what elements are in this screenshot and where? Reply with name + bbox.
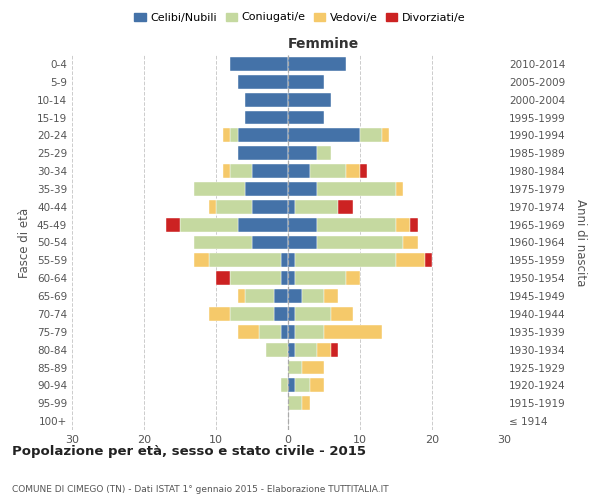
Bar: [209, 254, 281, 268]
Bar: [230, 57, 288, 71]
Bar: [295, 325, 324, 339]
Bar: [288, 57, 346, 71]
Bar: [245, 182, 288, 196]
Y-axis label: Anni di nascita: Anni di nascita: [574, 199, 587, 286]
Bar: [324, 289, 338, 303]
Bar: [396, 254, 425, 268]
Bar: [288, 236, 317, 250]
Bar: [302, 289, 324, 303]
Bar: [238, 289, 245, 303]
Bar: [288, 164, 310, 178]
Bar: [317, 342, 331, 356]
Bar: [425, 254, 432, 268]
Bar: [288, 254, 295, 268]
Text: COMUNE DI CIMEGO (TN) - Dati ISTAT 1° gennaio 2015 - Elaborazione TUTTITALIA.IT: COMUNE DI CIMEGO (TN) - Dati ISTAT 1° ge…: [12, 485, 389, 494]
Bar: [403, 236, 418, 250]
Bar: [230, 271, 281, 285]
Bar: [274, 307, 288, 321]
Legend: Celibi/Nubili, Coniugati/e, Vedovi/e, Divorziati/e: Celibi/Nubili, Coniugati/e, Vedovi/e, Di…: [130, 8, 470, 27]
Bar: [274, 289, 288, 303]
Bar: [252, 164, 288, 178]
Bar: [166, 218, 180, 232]
Bar: [410, 218, 418, 232]
Text: Popolazione per età, sesso e stato civile - 2015: Popolazione per età, sesso e stato civil…: [12, 444, 366, 458]
Bar: [295, 271, 346, 285]
Bar: [331, 342, 338, 356]
Bar: [302, 360, 324, 374]
Text: Femmine: Femmine: [288, 38, 359, 52]
Bar: [230, 128, 238, 142]
Bar: [209, 200, 216, 214]
Bar: [317, 236, 403, 250]
Bar: [288, 146, 317, 160]
Bar: [238, 325, 259, 339]
Bar: [281, 378, 288, 392]
Bar: [245, 289, 274, 303]
Bar: [288, 75, 324, 89]
Bar: [223, 164, 230, 178]
Bar: [288, 396, 302, 410]
Bar: [360, 164, 367, 178]
Bar: [288, 271, 295, 285]
Bar: [288, 182, 317, 196]
Bar: [396, 218, 410, 232]
Bar: [245, 92, 288, 106]
Bar: [396, 182, 403, 196]
Bar: [295, 342, 317, 356]
Bar: [281, 271, 288, 285]
Bar: [310, 378, 324, 392]
Bar: [288, 218, 317, 232]
Bar: [216, 200, 252, 214]
Bar: [230, 164, 252, 178]
Bar: [360, 128, 382, 142]
Bar: [194, 182, 245, 196]
Bar: [266, 342, 288, 356]
Bar: [338, 200, 353, 214]
Bar: [238, 128, 288, 142]
Bar: [295, 254, 396, 268]
Bar: [288, 342, 295, 356]
Bar: [288, 325, 295, 339]
Bar: [288, 128, 360, 142]
Bar: [259, 325, 281, 339]
Bar: [245, 110, 288, 124]
Bar: [331, 307, 353, 321]
Bar: [252, 236, 288, 250]
Bar: [302, 396, 310, 410]
Bar: [238, 218, 288, 232]
Bar: [324, 325, 382, 339]
Bar: [288, 110, 324, 124]
Bar: [382, 128, 389, 142]
Bar: [238, 146, 288, 160]
Bar: [295, 378, 310, 392]
Bar: [281, 325, 288, 339]
Bar: [295, 200, 338, 214]
Y-axis label: Fasce di età: Fasce di età: [19, 208, 31, 278]
Bar: [252, 200, 288, 214]
Bar: [223, 128, 230, 142]
Bar: [346, 271, 360, 285]
Bar: [317, 218, 396, 232]
Bar: [209, 307, 230, 321]
Bar: [288, 307, 295, 321]
Bar: [180, 218, 238, 232]
Bar: [346, 164, 360, 178]
Bar: [288, 360, 302, 374]
Bar: [238, 75, 288, 89]
Bar: [288, 378, 295, 392]
Bar: [317, 182, 396, 196]
Bar: [230, 307, 274, 321]
Bar: [317, 146, 331, 160]
Bar: [288, 200, 295, 214]
Bar: [288, 289, 302, 303]
Bar: [216, 271, 230, 285]
Bar: [288, 92, 331, 106]
Bar: [194, 236, 252, 250]
Bar: [281, 254, 288, 268]
Bar: [295, 307, 331, 321]
Bar: [310, 164, 346, 178]
Bar: [194, 254, 209, 268]
